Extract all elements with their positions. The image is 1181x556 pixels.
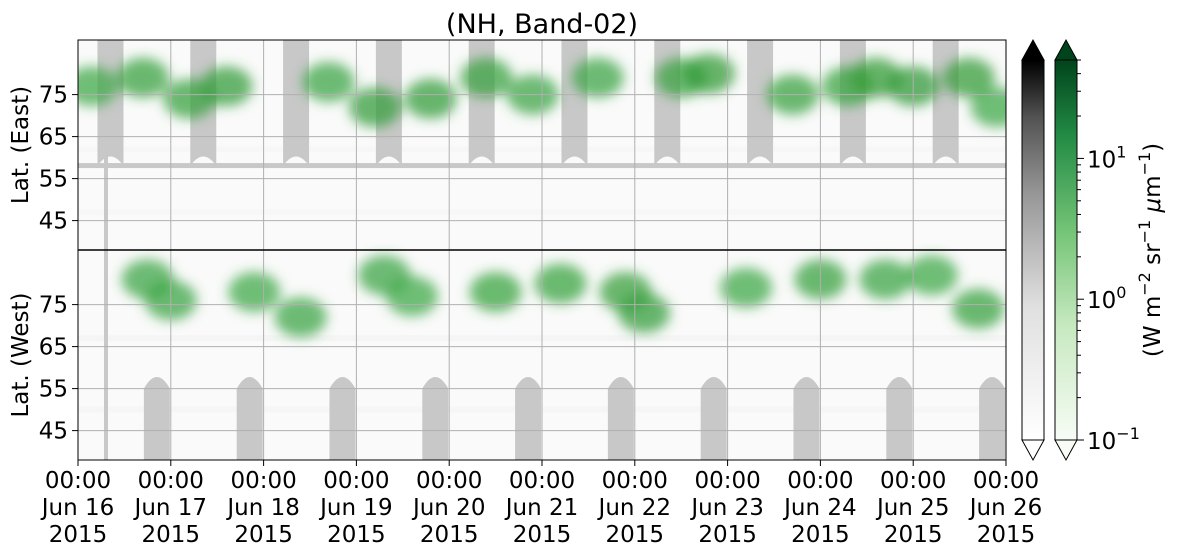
heatmap-cell (534, 263, 587, 304)
colorbar-greens-extend-bottom (1054, 439, 1078, 462)
heatmap-cell (404, 78, 457, 119)
colorbar-greens-extend-top (1054, 38, 1078, 61)
heatmap-cell (302, 62, 355, 102)
missing-data-region-east (283, 40, 310, 166)
missing-data-region-west (143, 377, 170, 460)
x-tick-label: 00:00 Jun 22 2015 (597, 468, 672, 548)
heatmap-cell (116, 57, 169, 98)
heatmap-cell (720, 267, 773, 308)
missing-data-region-west (979, 377, 1006, 460)
heatmap-cell (469, 272, 522, 312)
colorbar-greys-extend-bottom (1021, 439, 1045, 462)
heatmap-cell (274, 297, 327, 338)
colorbar-tick-label: 101 (1087, 142, 1126, 173)
y-tick-label-east: 65 (39, 125, 68, 151)
heatmap-cell (348, 87, 401, 128)
x-tick-label: 00:00 Jun 20 2015 (411, 468, 486, 548)
x-tick-label: 00:00 Jun 23 2015 (689, 468, 764, 548)
missing-data-region-west (793, 377, 820, 460)
x-tick-label: 00:00 Jun 26 2015 (968, 468, 1043, 548)
missing-data-region-east (747, 40, 774, 166)
x-tick-label: 00:00 Jun 25 2015 (875, 468, 950, 548)
colorbar-greens (1054, 38, 1078, 462)
chart-title: (NH, Band-02) (446, 9, 638, 40)
heatmap-cell (460, 57, 513, 98)
x-tick-label: 00:00 Jun 16 2015 (40, 468, 115, 548)
missing-data-region-east (561, 40, 588, 166)
x-tick-label: 00:00 Jun 19 2015 (318, 468, 393, 548)
missing-data-region-west (607, 377, 634, 460)
heatmap-cell (683, 53, 736, 94)
y-tick-label-east: 45 (39, 209, 68, 235)
heatmap-cell (942, 57, 995, 98)
heatmap-cell (228, 272, 281, 312)
colorbar-tick-label: 10−1 (1087, 424, 1140, 455)
missing-data-region-west (422, 377, 449, 460)
y-axis-label-east: Lat. (East) (8, 86, 34, 204)
y-tick-label-west: 45 (39, 419, 68, 445)
colorbar-label: (W m−2 sr−1 μm−1) (1135, 143, 1166, 357)
colorbar-tick-label: 100 (1087, 283, 1126, 314)
missing-data-region-west (886, 377, 913, 460)
colorbar-greys-extend-top (1021, 38, 1045, 61)
missing-data-region-east (932, 40, 959, 166)
missing-data-region-west (329, 377, 356, 460)
heatmap-cell (78, 66, 118, 107)
heatmap-cell (571, 57, 624, 98)
heatmap-cell (970, 87, 1006, 128)
heatmap-cell (386, 276, 439, 317)
y-tick-label-west: 75 (39, 293, 68, 319)
y-axis-label-west: Lat. (West) (8, 292, 34, 417)
heatmap-cell (200, 66, 253, 107)
y-tick-label-west: 55 (39, 377, 68, 403)
colorbar-greys-body (1021, 59, 1045, 441)
missing-data-region-west (515, 377, 542, 460)
x-tick-label: 00:00 Jun 24 2015 (782, 468, 857, 548)
plot-area (77, 39, 1007, 461)
colorbar-greys (1021, 38, 1045, 462)
x-tick-label: 00:00 Jun 18 2015 (225, 468, 300, 548)
heatmap-cell (905, 255, 958, 296)
heatmap-cell (952, 288, 1005, 329)
colorbar-greens-body (1054, 59, 1078, 441)
missing-data-region-west (236, 377, 263, 460)
x-tick-label: 00:00 Jun 21 2015 (504, 468, 579, 548)
heatmap-cell (859, 259, 912, 300)
x-tick-label: 00:00 Jun 17 2015 (133, 468, 208, 548)
heatmap-cell (618, 293, 671, 333)
y-tick-label-west: 65 (39, 335, 68, 361)
y-tick-label-east: 75 (39, 83, 68, 109)
missing-data-region-west (700, 377, 727, 460)
y-tick-label-east: 55 (39, 167, 68, 193)
